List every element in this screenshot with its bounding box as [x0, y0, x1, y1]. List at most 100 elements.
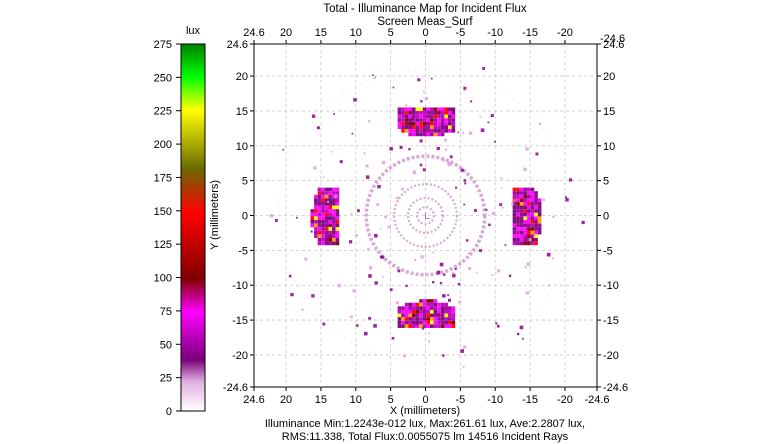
speckle: [363, 331, 368, 336]
lobe-pixel: [335, 212, 340, 217]
colorbar: [180, 43, 206, 412]
lobe-pixel: [328, 187, 333, 192]
lobe-pixel: [324, 191, 329, 195]
lobe-pixel: [433, 114, 438, 119]
colorbar-tick-label: 50: [160, 339, 172, 351]
speckle: [352, 289, 356, 293]
speckle: [496, 324, 500, 328]
speckle: [432, 251, 434, 254]
lobe-pixel: [523, 223, 528, 228]
lobe-pixel: [444, 320, 449, 325]
lobe-pixel: [408, 313, 413, 318]
lobe-pixel: [516, 241, 520, 246]
lobe-pixel: [534, 198, 538, 203]
speckle: [395, 301, 399, 305]
lobe-pixel: [415, 324, 420, 328]
lobe-pixel: [430, 125, 434, 130]
speckle: [468, 267, 472, 270]
lobe-pixel: [534, 223, 538, 228]
speckle: [525, 215, 528, 218]
lobe-pixel: [523, 205, 528, 210]
lobe-pixel: [419, 111, 423, 115]
lobe-pixel: [324, 202, 329, 206]
speckle: [490, 114, 494, 118]
lobe-pixel: [516, 191, 520, 195]
lobe-pixel: [335, 230, 340, 235]
speckle: [374, 234, 378, 238]
lobe-pixel: [426, 313, 431, 318]
lobe-pixel: [324, 220, 329, 224]
lobe-pixel: [530, 230, 535, 235]
lobe-pixel: [324, 230, 329, 235]
lobe-pixel: [419, 302, 423, 307]
lobe-pixel: [530, 187, 535, 192]
colorbar-tick-label: 225: [154, 106, 172, 118]
lobe-pixel: [328, 216, 333, 221]
lobe-pixel: [530, 234, 535, 239]
lobe-pixel: [321, 238, 325, 242]
speckle: [290, 292, 294, 297]
lobe-pixel: [444, 129, 449, 133]
lobe-pixel: [408, 125, 413, 130]
lobe-pixel: [437, 302, 441, 307]
lobe-pixel: [419, 313, 423, 318]
speckle: [447, 294, 450, 297]
lobe-pixel: [404, 107, 409, 112]
lobe-pixel: [317, 227, 322, 231]
lobe-pixel: [451, 114, 456, 119]
lobe-pixel: [530, 202, 535, 206]
lobe-pixel: [512, 187, 517, 192]
lobe-pixel: [437, 107, 441, 112]
y-tick-label-left: -10: [232, 280, 248, 292]
lobe-pixel: [430, 306, 434, 310]
speckle: [405, 284, 408, 287]
lobe-pixel: [512, 205, 517, 210]
speckle: [480, 128, 485, 133]
lobe-pixel: [426, 302, 431, 307]
speckle: [487, 121, 490, 124]
lobe-pixel: [430, 114, 434, 119]
speckle: [389, 288, 393, 292]
speckle: [500, 187, 503, 189]
lobe-pixel: [534, 227, 538, 231]
speckle: [463, 345, 467, 349]
lobe-pixel: [317, 194, 322, 199]
lobe-pixel: [512, 194, 517, 199]
lobe-pixel: [527, 191, 531, 195]
speckle: [269, 214, 274, 218]
speckle: [441, 158, 445, 162]
lobe-pixel: [523, 238, 528, 242]
speckle: [516, 332, 520, 336]
lobe-pixel: [328, 194, 333, 199]
speckle: [414, 258, 417, 261]
lobe-pixel: [437, 118, 441, 122]
lobe-pixel: [321, 220, 325, 224]
lobe-pixel: [430, 302, 434, 307]
lobe-pixel: [412, 129, 416, 133]
lobe-pixel: [422, 313, 427, 318]
lobe-pixel: [523, 187, 528, 192]
lobe-pixel: [419, 121, 423, 126]
lobe-pixel: [534, 238, 538, 242]
speckle: [373, 324, 377, 328]
lobe-pixel: [415, 129, 420, 133]
lobe-pixel: [321, 205, 325, 210]
lobe-pixel: [317, 212, 322, 217]
lobe-pixel: [527, 198, 531, 203]
lobe-pixel: [512, 191, 517, 195]
lobe-pixel: [537, 223, 542, 228]
lobe-pixel: [397, 121, 402, 126]
x-tick-label-top: -10: [487, 27, 503, 39]
lobe-pixel: [321, 198, 325, 203]
lobe-pixel: [530, 241, 535, 246]
lobe-pixel: [404, 118, 409, 122]
lobe-pixel: [512, 212, 517, 217]
speckle: [479, 115, 482, 118]
lobe-pixel: [310, 220, 315, 224]
lobe-pixel: [444, 125, 449, 130]
lobe-pixel: [314, 234, 318, 239]
speckle: [326, 200, 330, 203]
lobe-pixel: [527, 194, 531, 199]
lobe-pixel: [324, 216, 329, 221]
